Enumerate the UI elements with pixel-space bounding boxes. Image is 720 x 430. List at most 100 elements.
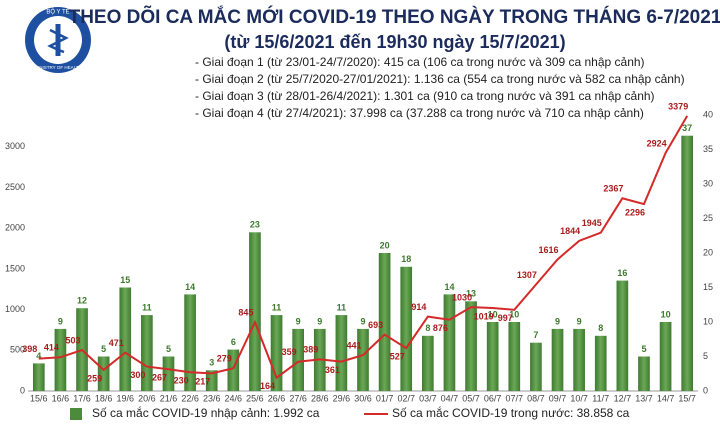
- bar-value-label: 3: [209, 358, 214, 368]
- x-tick-label: 15/6: [30, 393, 48, 403]
- bar: [465, 301, 477, 391]
- x-tick-label: 29/6: [333, 393, 351, 403]
- x-tick-label: 05/7: [462, 393, 480, 403]
- bar-value-label: 37: [682, 123, 692, 133]
- y2-tick-label: 40: [703, 109, 713, 119]
- x-tick-label: 26/6: [268, 393, 286, 403]
- bar: [97, 356, 110, 391]
- bar: [119, 287, 132, 391]
- bar-value-label: 9: [296, 316, 301, 326]
- x-tick-label: 18/6: [95, 393, 113, 403]
- y-tick-label: 2000: [5, 223, 25, 233]
- y2-tick-label: 10: [703, 316, 713, 326]
- line-value-label: 503: [66, 335, 81, 345]
- x-tick-label: 11/7: [592, 393, 609, 403]
- line-value-label: 398: [22, 344, 37, 354]
- bar: [616, 280, 629, 391]
- line-value-label: 2296: [625, 207, 645, 217]
- line-value-label: 217: [195, 377, 210, 387]
- x-tick-label: 15/7: [678, 393, 696, 403]
- bar-value-label: 9: [555, 316, 560, 326]
- x-tick-label: 12/7: [614, 393, 632, 403]
- bar: [530, 342, 542, 391]
- bar-value-label: 4: [36, 351, 41, 361]
- x-tick-label: 24/6: [225, 393, 243, 403]
- bar-value-label: 11: [142, 302, 152, 312]
- bar: [551, 328, 564, 391]
- x-tick-label: 13/7: [635, 393, 653, 403]
- bar: [270, 315, 283, 391]
- x-tick-label: 06/7: [484, 393, 502, 403]
- bar: [486, 322, 499, 391]
- x-tick-label: 23/6: [203, 393, 221, 403]
- x-tick-label: 17/6: [73, 393, 91, 403]
- bar: [659, 322, 672, 391]
- line-value-label: 300: [130, 370, 145, 380]
- x-tick-label: 03/7: [419, 393, 437, 403]
- bar-value-label: 11: [337, 302, 347, 312]
- bar-value-label: 20: [380, 240, 390, 250]
- bar-value-label: 12: [77, 296, 87, 306]
- x-tick-label: 30/6: [354, 393, 372, 403]
- line-value-label: 230: [174, 376, 189, 386]
- bar-value-label: 23: [250, 220, 260, 230]
- x-tick-label: 28/6: [311, 393, 329, 403]
- line-value-label: 267: [152, 373, 167, 383]
- y2-tick-label: 30: [703, 178, 713, 188]
- legend-swatch: [70, 408, 82, 420]
- logo-bottom: MINISTRY OF HEALTH: [34, 65, 82, 70]
- line-value-label: 259: [87, 373, 102, 383]
- bar: [357, 328, 369, 391]
- y-tick-label: 3000: [5, 141, 25, 151]
- x-tick-label: 14/7: [657, 393, 675, 403]
- bar: [184, 294, 196, 391]
- annotation: - Giai đoạn 3 (từ 28/01-26/4/2021): 1.30…: [195, 89, 655, 103]
- annotation: - Giai đoạn 1 (từ 23/01-24/7/2020): 415 …: [195, 55, 645, 69]
- line-value-label: 441: [346, 340, 361, 350]
- x-tick-label: 22/6: [181, 393, 199, 403]
- y-tick-label: 500: [10, 345, 25, 355]
- bar-value-label: 10: [509, 309, 519, 319]
- bar-value-label: 5: [641, 344, 646, 354]
- line-value-label: 527: [390, 351, 405, 361]
- line-value-label: 876: [433, 323, 448, 333]
- line-value-label: 1307: [517, 270, 537, 280]
- annotation: - Giai đoạn 4 (từ 27/4/2021): 37.998 ca …: [195, 106, 644, 120]
- line-value-label: 471: [109, 338, 124, 348]
- bar: [378, 253, 391, 391]
- bar: [335, 315, 348, 391]
- bar: [54, 328, 67, 391]
- logo: BỘ Y TẾ MINISTRY OF HEALTH: [25, 7, 91, 73]
- bar-value-label: 10: [661, 309, 671, 319]
- y-tick-label: 1000: [5, 304, 25, 314]
- x-tick-label: 04/7: [441, 393, 459, 403]
- x-tick-label: 01/7: [376, 393, 394, 403]
- bar: [422, 335, 434, 391]
- line-value-label: 361: [325, 365, 340, 375]
- chart-subtitle: (từ 15/6/2021 đến 19h30 ngày 15/7/2021): [224, 32, 565, 52]
- annotation: - Giai đoạn 2 (từ 25/7/2020-27/01/2021):…: [195, 72, 685, 86]
- bar-value-label: 7: [533, 330, 538, 340]
- bar: [227, 349, 240, 391]
- bar: [292, 328, 304, 391]
- y-tick-label: 1500: [5, 263, 25, 273]
- bar: [205, 370, 218, 391]
- y2-tick-label: 0: [703, 385, 708, 395]
- line-value-label: 164: [260, 381, 275, 391]
- bar: [638, 356, 650, 391]
- bar: [681, 135, 694, 391]
- bar-value-label: 8: [425, 323, 430, 333]
- bar-value-label: 16: [617, 268, 627, 278]
- x-tick-label: 20/6: [138, 393, 156, 403]
- bar: [32, 363, 45, 391]
- bar-value-label: 5: [166, 344, 171, 354]
- bar-value-label: 9: [58, 316, 63, 326]
- line: [38, 115, 689, 380]
- y2-tick-label: 35: [703, 144, 713, 154]
- line-value-label: 1616: [539, 245, 559, 255]
- bar: [573, 328, 585, 391]
- line-value-label: 997: [498, 313, 513, 323]
- bar-value-label: 14: [444, 282, 454, 292]
- line-value-label: 914: [411, 302, 426, 312]
